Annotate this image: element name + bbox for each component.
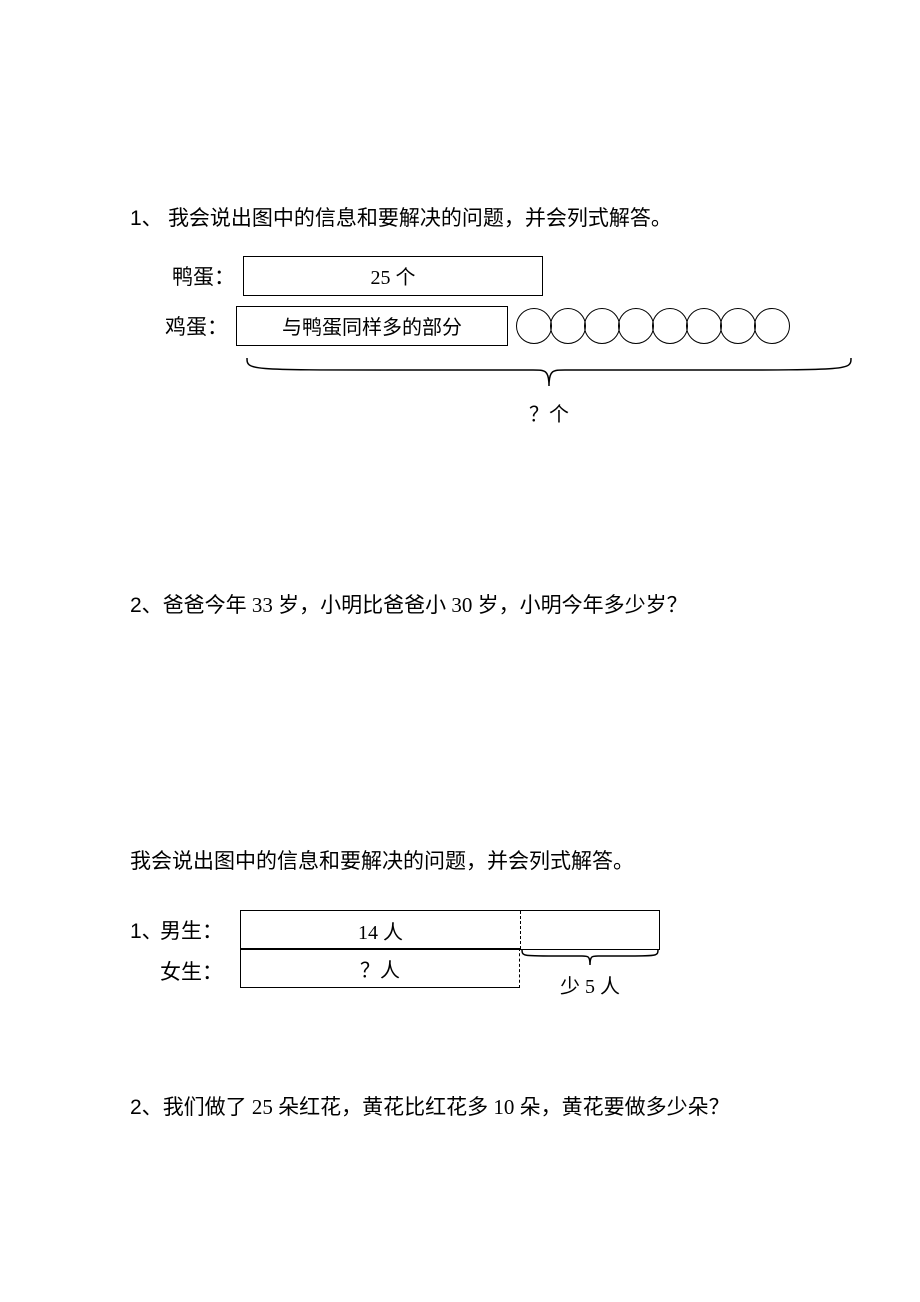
extra-circles [518, 308, 790, 344]
brace-1-wrap: ？个 [243, 356, 855, 427]
diagram1-row-chicken: 鸡蛋： 与鸭蛋同样多的部分 [160, 306, 790, 346]
duck-label: 鸭蛋： [160, 261, 235, 291]
girls-box: ？人 [240, 948, 520, 988]
circle-icon [754, 308, 790, 344]
duck-box: 25 个 [243, 256, 543, 296]
boys-box: 14 人 [240, 910, 660, 950]
girls-label: 女生： [160, 948, 240, 986]
q1-prompt: 我会说出图中的信息和要解决的问题，并会列式解答。 [168, 206, 672, 230]
brace-2-label: 少 5 人 [520, 970, 660, 999]
brace-2-wrap: 少 5 人 [520, 948, 660, 999]
circle-icon [686, 308, 722, 344]
question-1-text: 1、 我会说出图中的信息和要解决的问题，并会列式解答。 [130, 200, 790, 238]
boys-label: 男生： [160, 915, 240, 945]
q2-prompt: 爸爸今年 33 岁，小明比爸爸小 30 岁，小明今年多少岁？ [163, 593, 688, 617]
circle-icon [516, 308, 552, 344]
section2-intro: 我会说出图中的信息和要解决的问题，并会列式解答。 [130, 843, 790, 881]
spacer-2 [130, 643, 790, 843]
diagram2-row-girls: 女生： ？人 少 5 人 [130, 948, 790, 999]
q1-number: 1、 [130, 207, 163, 230]
brace-1-icon [243, 356, 855, 390]
boys-box-left: 14 人 [241, 911, 521, 949]
spacer-3 [130, 1029, 790, 1089]
chicken-label: 鸡蛋： [160, 311, 228, 341]
brace-1-label: ？个 [243, 398, 855, 427]
q2-number: 2、 [130, 594, 163, 617]
worksheet-page: 1、 我会说出图中的信息和要解决的问题，并会列式解答。 鸭蛋： 25 个 鸡蛋：… [0, 0, 920, 1245]
diagram2-row-boys: 1、 男生： 14 人 [130, 910, 790, 950]
q4-number: 2、 [130, 1096, 163, 1119]
circle-icon [720, 308, 756, 344]
q3-number: 1、 [130, 915, 160, 945]
chicken-box: 与鸭蛋同样多的部分 [236, 306, 508, 346]
diagram-1: 鸭蛋： 25 个 鸡蛋： 与鸭蛋同样多的部分 ？个 [160, 256, 790, 427]
diagram-2: 1、 男生： 14 人 女生： ？人 少 5 人 [130, 910, 790, 999]
diagram1-row-duck: 鸭蛋： 25 个 [160, 256, 790, 296]
circle-icon [618, 308, 654, 344]
circle-icon [584, 308, 620, 344]
question-2-text: 2、爸爸今年 33 岁，小明比爸爸小 30 岁，小明今年多少岁？ [130, 587, 790, 625]
boys-box-right [521, 911, 659, 949]
spacer-1 [130, 457, 790, 587]
brace-2-icon [520, 948, 660, 968]
question-4-text: 2、我们做了 25 朵红花，黄花比红花多 10 朵，黄花要做多少朵？ [130, 1089, 790, 1127]
circle-icon [550, 308, 586, 344]
q4-prompt: 我们做了 25 朵红花，黄花比红花多 10 朵，黄花要做多少朵？ [163, 1095, 730, 1119]
circle-icon [652, 308, 688, 344]
